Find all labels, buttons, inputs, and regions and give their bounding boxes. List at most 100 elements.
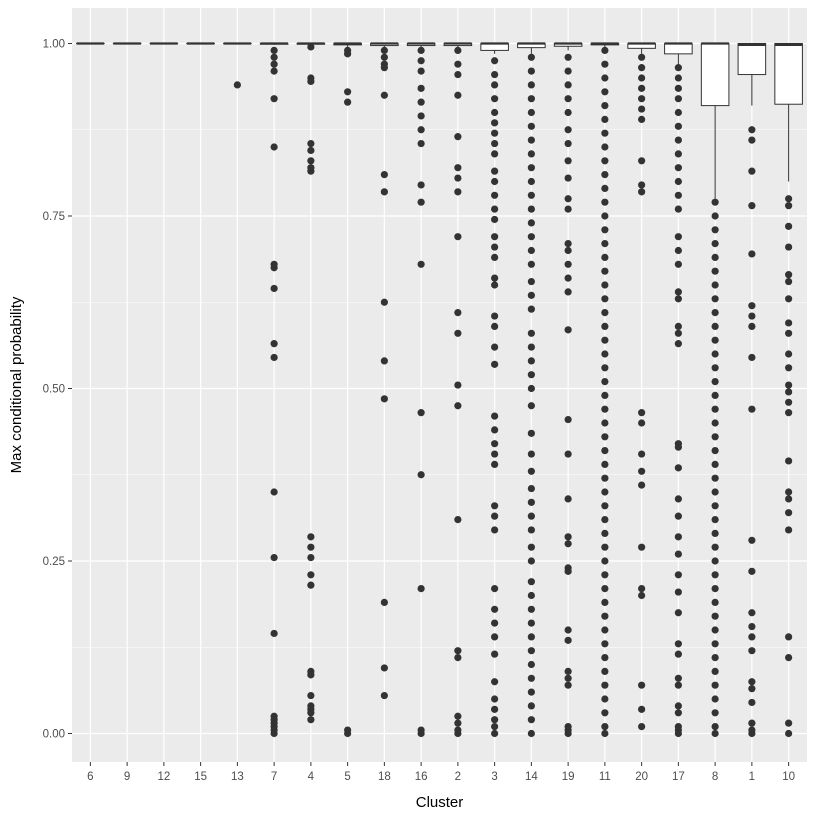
- outlier-point: [491, 678, 499, 686]
- outlier-point: [491, 605, 499, 613]
- outlier-point: [711, 502, 719, 510]
- outlier-point: [711, 240, 719, 248]
- outlier-point: [674, 246, 682, 255]
- outlier-point: [638, 705, 646, 713]
- outlier-point: [638, 95, 646, 103]
- outlier-point: [601, 129, 609, 137]
- outlier-point: [748, 729, 756, 738]
- outlier-point: [711, 447, 719, 455]
- outlier-point: [748, 302, 756, 310]
- outlier-point: [601, 157, 609, 165]
- outlier-point: [601, 681, 609, 689]
- outlier-point: [601, 695, 609, 703]
- outlier-point: [233, 81, 241, 89]
- outlier-point: [601, 433, 609, 441]
- outlier-point: [674, 512, 682, 520]
- outlier-point: [564, 274, 572, 282]
- outlier-point: [638, 419, 646, 427]
- x-tick-label: 7: [271, 771, 277, 783]
- outlier-point: [601, 516, 609, 524]
- y-tick-label: 0.75: [43, 211, 65, 223]
- outlier-point: [674, 495, 682, 503]
- outlier-point: [564, 326, 572, 334]
- outlier-point: [307, 716, 315, 724]
- outlier-point: [638, 681, 646, 689]
- outlier-point: [638, 84, 646, 92]
- outlier-point: [711, 516, 719, 524]
- outlier-point: [785, 488, 793, 496]
- outlier-point: [454, 46, 462, 55]
- outlier-point: [454, 516, 462, 524]
- outlier-point: [711, 695, 719, 703]
- x-tick-label: 12: [157, 771, 170, 783]
- outlier-point: [601, 46, 609, 55]
- outlier-point: [711, 612, 719, 620]
- outlier-point: [601, 729, 609, 738]
- outlier-point: [638, 53, 646, 61]
- outlier-point: [527, 219, 535, 227]
- outlier-point: [601, 405, 609, 413]
- outlier-point: [711, 723, 719, 731]
- outlier-point: [711, 295, 719, 303]
- outlier-point: [527, 67, 535, 75]
- outlier-point: [674, 588, 682, 596]
- outlier-point: [785, 509, 793, 517]
- outlier-point: [527, 729, 535, 738]
- x-tick-label: 2: [455, 771, 461, 783]
- outlier-point: [601, 557, 609, 565]
- outlier-point: [564, 450, 572, 458]
- outlier-point: [711, 529, 719, 538]
- outlier-point: [417, 471, 425, 479]
- outlier-point: [454, 188, 462, 196]
- outlier-point: [527, 384, 535, 393]
- outlier-point: [674, 288, 682, 296]
- outlier-point: [601, 460, 609, 468]
- outlier-point: [785, 350, 793, 358]
- outlier-point: [417, 46, 425, 55]
- outlier-point: [674, 322, 682, 330]
- outlier-point: [748, 353, 756, 362]
- outlier-point: [491, 585, 499, 593]
- outlier-point: [270, 46, 278, 55]
- outlier-point: [491, 526, 499, 534]
- outlier-point: [527, 95, 535, 103]
- outlier-point: [454, 329, 462, 337]
- outlier-point: [527, 512, 535, 520]
- outlier-point: [748, 250, 756, 258]
- outlier-point: [491, 502, 499, 510]
- outlier-point: [527, 660, 535, 669]
- outlier-point: [454, 647, 462, 655]
- outlier-point: [307, 691, 315, 700]
- outlier-point: [491, 440, 499, 448]
- outlier-point: [527, 467, 535, 475]
- outlier-point: [527, 450, 535, 458]
- box-cluster-18: [370, 42, 399, 700]
- outlier-point: [748, 136, 756, 144]
- outlier-point: [785, 398, 793, 406]
- outlier-point: [601, 336, 609, 344]
- outlier-point: [601, 350, 609, 358]
- outlier-point: [711, 571, 719, 579]
- outlier-point: [748, 622, 756, 631]
- x-tick-label: 17: [672, 771, 685, 783]
- outlier-point: [711, 322, 719, 330]
- outlier-point: [748, 719, 756, 727]
- outlier-point: [307, 533, 315, 541]
- outlier-point: [601, 212, 609, 220]
- outlier-point: [270, 488, 278, 496]
- outlier-point: [601, 295, 609, 303]
- outlier-point: [601, 267, 609, 275]
- outlier-point: [454, 381, 462, 389]
- outlier-point: [380, 598, 388, 607]
- outlier-point: [785, 271, 793, 279]
- outlier-point: [527, 484, 535, 493]
- outlier-point: [748, 678, 756, 686]
- outlier-point: [785, 729, 793, 738]
- outlier-point: [527, 246, 535, 255]
- outlier-point: [380, 298, 388, 306]
- box-cluster-13: [223, 42, 252, 89]
- outlier-point: [491, 274, 499, 282]
- x-tick-label: 5: [344, 771, 350, 783]
- outlier-point: [491, 81, 499, 89]
- outlier-point: [307, 157, 315, 165]
